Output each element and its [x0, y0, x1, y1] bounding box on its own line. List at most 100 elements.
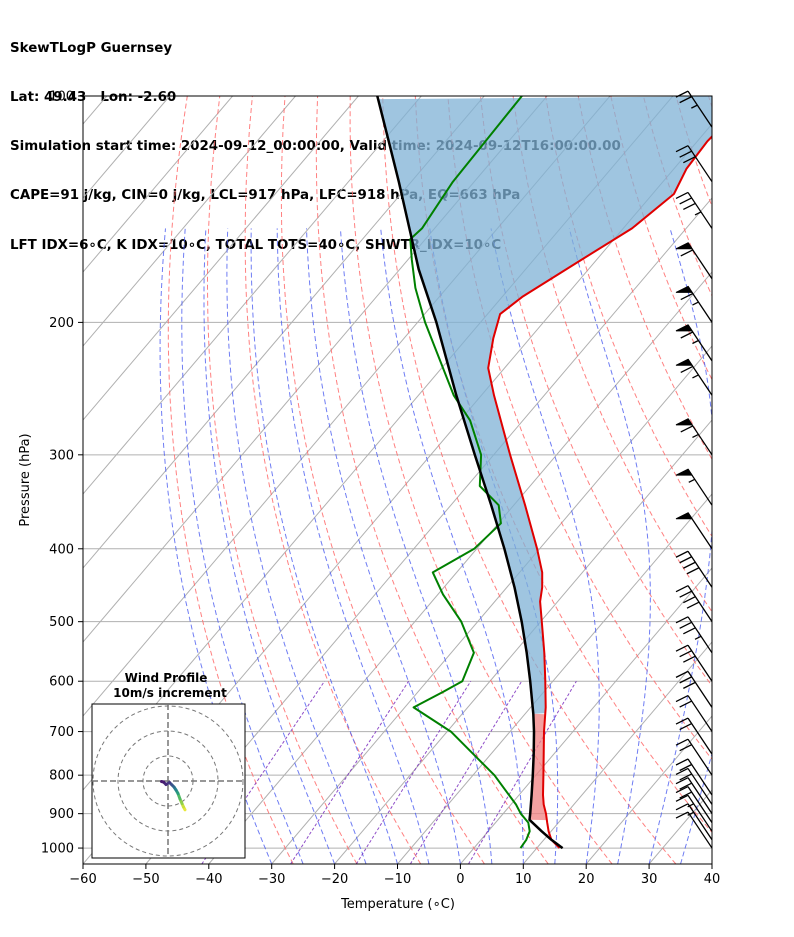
barb-half: [687, 803, 694, 808]
x-tick-label: −20: [321, 872, 348, 887]
barb-staff: [687, 616, 713, 654]
barb-half: [692, 301, 699, 306]
x-tick-label: 40: [704, 872, 721, 887]
barb-full: [679, 197, 692, 205]
y-tick-label: 1000: [41, 842, 74, 857]
wind-barb: [675, 324, 713, 362]
barb-full: [683, 561, 696, 569]
x-tick-label: −60: [69, 872, 96, 887]
barb-half: [694, 211, 702, 216]
barb-staff: [687, 550, 713, 588]
isotherm-line: [775, 96, 794, 864]
barb-full: [679, 96, 692, 104]
moist-adiabat: [203, 228, 336, 864]
barb-full: [675, 803, 689, 811]
dry-adiabat: [480, 96, 712, 687]
barb-full: [675, 786, 689, 794]
barb-staff: [687, 803, 713, 841]
isotherm-line: [83, 96, 296, 347]
barb-staff: [687, 758, 713, 796]
hodograph-plot: [92, 704, 245, 858]
barb-half: [692, 374, 699, 379]
barb-half: [687, 811, 694, 816]
barb-full: [679, 773, 692, 781]
wind-barb: [675, 512, 713, 550]
barb-flag: [675, 285, 693, 293]
wind-barb: [675, 717, 713, 755]
barb-staff: [687, 585, 713, 623]
barb-staff: [687, 811, 713, 849]
x-tick-label: 30: [641, 872, 658, 887]
barb-full: [675, 794, 689, 802]
dry-adiabat: [315, 96, 549, 864]
barb-full: [680, 365, 694, 374]
barb-full: [675, 670, 689, 678]
y-tick-label: 300: [49, 448, 74, 463]
barb-full: [679, 621, 692, 629]
barb-flag: [675, 468, 693, 476]
barb-half: [692, 433, 699, 439]
isotherm-line: [83, 96, 359, 421]
barb-staff: [687, 768, 713, 805]
wind-barb: [675, 767, 713, 805]
mixing-ratio-line: [290, 680, 410, 864]
y-tick-label: 400: [49, 542, 74, 557]
barb-full: [686, 567, 700, 575]
moist-adiabat: [680, 751, 712, 864]
dry-adiabat: [512, 96, 712, 613]
barb-staff: [687, 738, 713, 776]
isotherm-line: [83, 96, 485, 569]
moist-adiabat: [490, 228, 600, 864]
dry-adiabat: [447, 96, 712, 760]
barb-full: [675, 550, 689, 558]
wind-barb: [675, 585, 713, 623]
wind-barb: [675, 738, 713, 776]
barb-full: [675, 585, 689, 593]
barb-full: [683, 596, 696, 604]
mixing-ratio-line: [409, 680, 523, 864]
moist-adiabat: [250, 228, 398, 864]
barb-full: [679, 650, 692, 658]
barb-full: [679, 763, 692, 772]
barb-half: [692, 339, 699, 345]
dry-adiabat: [244, 96, 422, 864]
x-axis-label: Temperature (∘C): [340, 897, 455, 912]
barb-full: [675, 758, 689, 766]
barb-staff: [687, 717, 713, 755]
axes: −60 −50 −40 −30 −20 −10 0 10 20 30 40 100 200 300 400 5…: [41, 90, 720, 888]
dry-adiabat: [774, 96, 794, 864]
y-axis-label: Pressure (hPa): [18, 433, 33, 526]
y-tick-label: 700: [49, 725, 74, 740]
dry-adiabat: [167, 96, 294, 864]
hodograph-title: Wind Profile: [125, 671, 208, 685]
barb-half: [688, 478, 696, 483]
mixing-ratio-line: [355, 680, 472, 864]
moist-adiabat: [276, 228, 430, 864]
barb-staff: [687, 90, 713, 128]
cape-cin-fill: [378, 96, 712, 821]
barb-full: [675, 644, 689, 652]
temperature-line: [487, 135, 712, 849]
wind-barb: [675, 358, 713, 396]
barb-staff: [687, 695, 713, 732]
dry-adiabat: [741, 96, 794, 864]
x-tick-label: 20: [578, 872, 595, 887]
barb-full: [683, 627, 696, 635]
barb-full: [679, 723, 692, 731]
barb-flag: [675, 358, 693, 366]
y-tick-label: 200: [49, 316, 74, 331]
barb-staff: [687, 145, 713, 183]
barb-full: [679, 700, 692, 708]
barb-full: [683, 681, 696, 689]
barb-full: [680, 249, 694, 257]
y-tick-label: 900: [49, 807, 74, 822]
dry-adiabat: [642, 96, 712, 298]
x-tick-label: 0: [456, 872, 464, 887]
wind-barb: [675, 145, 713, 183]
wind-barb: [675, 786, 713, 823]
dry-adiabat: [280, 96, 485, 864]
x-tick-label: −40: [195, 872, 222, 887]
barb-full: [680, 331, 694, 339]
wind-barb: [675, 242, 713, 280]
moist-adiabat: [306, 228, 461, 864]
